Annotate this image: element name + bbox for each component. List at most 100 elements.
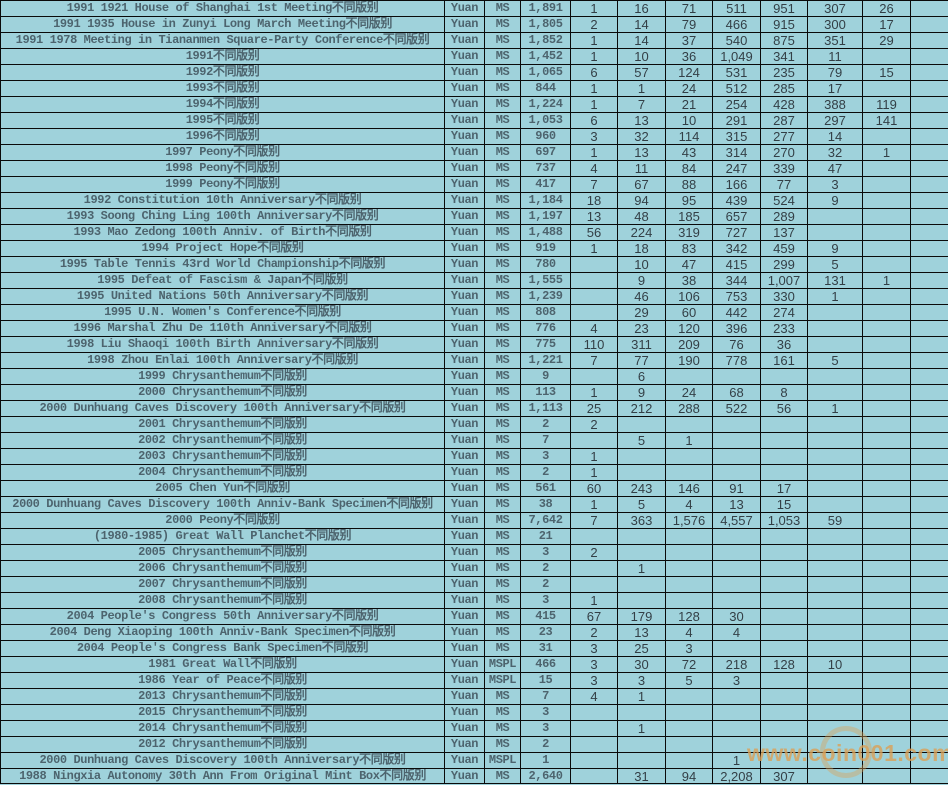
- value-cell[interactable]: [761, 673, 808, 688]
- total-count-cell[interactable]: 113: [521, 385, 571, 400]
- value-cell[interactable]: [808, 369, 863, 384]
- total-count-cell[interactable]: 23: [521, 625, 571, 640]
- value-cell[interactable]: 79: [808, 65, 863, 80]
- total-count-cell[interactable]: 1,239: [521, 289, 571, 304]
- grade-cell[interactable]: MS: [485, 257, 521, 272]
- value-cell[interactable]: 1,007: [761, 273, 808, 288]
- value-cell[interactable]: 11: [618, 161, 666, 176]
- value-cell[interactable]: 4: [666, 625, 713, 640]
- value-cell[interactable]: 30: [713, 609, 761, 624]
- value-cell[interactable]: [808, 545, 863, 560]
- value-cell[interactable]: 233: [761, 321, 808, 336]
- empty-cell[interactable]: [911, 321, 948, 336]
- grade-cell[interactable]: MS: [485, 49, 521, 64]
- unit-cell[interactable]: Yuan: [445, 65, 485, 80]
- value-cell[interactable]: 94: [666, 769, 713, 783]
- value-cell[interactable]: [571, 433, 618, 448]
- value-cell[interactable]: 344: [713, 273, 761, 288]
- value-cell[interactable]: [863, 561, 911, 576]
- value-cell[interactable]: [571, 305, 618, 320]
- unit-cell[interactable]: Yuan: [445, 273, 485, 288]
- value-cell[interactable]: 4: [713, 625, 761, 640]
- total-count-cell[interactable]: 2: [521, 737, 571, 752]
- value-cell[interactable]: 60: [571, 481, 618, 496]
- value-cell[interactable]: [863, 193, 911, 208]
- total-count-cell[interactable]: 1: [521, 753, 571, 768]
- total-count-cell[interactable]: 919: [521, 241, 571, 256]
- value-cell[interactable]: 94: [618, 193, 666, 208]
- value-cell[interactable]: 285: [761, 81, 808, 96]
- description-cell[interactable]: 1993不同版别: [1, 81, 445, 96]
- value-cell[interactable]: [808, 737, 863, 752]
- unit-cell[interactable]: Yuan: [445, 369, 485, 384]
- total-count-cell[interactable]: 960: [521, 129, 571, 144]
- value-cell[interactable]: [713, 705, 761, 720]
- value-cell[interactable]: 166: [713, 177, 761, 192]
- value-cell[interactable]: 311: [618, 337, 666, 352]
- empty-cell[interactable]: [911, 561, 948, 576]
- value-cell[interactable]: [713, 529, 761, 544]
- grade-cell[interactable]: MS: [485, 321, 521, 336]
- value-cell[interactable]: 1: [863, 273, 911, 288]
- grade-cell[interactable]: MS: [485, 305, 521, 320]
- value-cell[interactable]: 10: [666, 113, 713, 128]
- value-cell[interactable]: 442: [713, 305, 761, 320]
- value-cell[interactable]: 5: [666, 673, 713, 688]
- grade-cell[interactable]: MS: [485, 33, 521, 48]
- value-cell[interactable]: 319: [666, 225, 713, 240]
- value-cell[interactable]: 2: [571, 545, 618, 560]
- value-cell[interactable]: [571, 705, 618, 720]
- value-cell[interactable]: 67: [618, 177, 666, 192]
- total-count-cell[interactable]: 775: [521, 337, 571, 352]
- description-cell[interactable]: 1995 Table Tennis 43rd World Championshi…: [1, 257, 445, 272]
- unit-cell[interactable]: Yuan: [445, 97, 485, 112]
- value-cell[interactable]: 428: [761, 97, 808, 112]
- value-cell[interactable]: 1,053: [761, 513, 808, 528]
- value-cell[interactable]: [618, 545, 666, 560]
- value-cell[interactable]: [863, 433, 911, 448]
- value-cell[interactable]: 13: [571, 209, 618, 224]
- value-cell[interactable]: 60: [666, 305, 713, 320]
- description-cell[interactable]: 1986 Year of Peace不同版别: [1, 673, 445, 688]
- description-cell[interactable]: 2012 Chrysanthemum不同版别: [1, 737, 445, 752]
- value-cell[interactable]: 18: [571, 193, 618, 208]
- description-cell[interactable]: 1995 United Nations 50th Anniversary不同版别: [1, 289, 445, 304]
- grade-cell[interactable]: MS: [485, 529, 521, 544]
- grade-cell[interactable]: MS: [485, 497, 521, 512]
- empty-cell[interactable]: [911, 113, 948, 128]
- value-cell[interactable]: 4,557: [713, 513, 761, 528]
- unit-cell[interactable]: Yuan: [445, 49, 485, 64]
- unit-cell[interactable]: Yuan: [445, 465, 485, 480]
- value-cell[interactable]: 915: [761, 17, 808, 32]
- unit-cell[interactable]: Yuan: [445, 385, 485, 400]
- total-count-cell[interactable]: 3: [521, 721, 571, 736]
- value-cell[interactable]: [666, 753, 713, 768]
- empty-cell[interactable]: [911, 657, 948, 672]
- total-count-cell[interactable]: 1,065: [521, 65, 571, 80]
- total-count-cell[interactable]: 808: [521, 305, 571, 320]
- description-cell[interactable]: 1991 1935 House in Zunyi Long March Meet…: [1, 17, 445, 32]
- value-cell[interactable]: [863, 497, 911, 512]
- value-cell[interactable]: [713, 417, 761, 432]
- total-count-cell[interactable]: 1,488: [521, 225, 571, 240]
- value-cell[interactable]: [808, 593, 863, 608]
- value-cell[interactable]: 83: [666, 241, 713, 256]
- empty-cell[interactable]: [911, 689, 948, 704]
- unit-cell[interactable]: Yuan: [445, 577, 485, 592]
- empty-cell[interactable]: [911, 385, 948, 400]
- value-cell[interactable]: 9: [618, 385, 666, 400]
- description-cell[interactable]: 1995 Defeat of Fascism & Japan不同版别: [1, 273, 445, 288]
- grade-cell[interactable]: MS: [485, 177, 521, 192]
- value-cell[interactable]: 1: [618, 689, 666, 704]
- empty-cell[interactable]: [911, 81, 948, 96]
- empty-cell[interactable]: [911, 353, 948, 368]
- value-cell[interactable]: 72: [666, 657, 713, 672]
- value-cell[interactable]: [666, 577, 713, 592]
- grade-cell[interactable]: MS: [485, 481, 521, 496]
- value-cell[interactable]: 875: [761, 33, 808, 48]
- value-cell[interactable]: 288: [666, 401, 713, 416]
- grade-cell[interactable]: MS: [485, 273, 521, 288]
- value-cell[interactable]: [863, 401, 911, 416]
- value-cell[interactable]: 10: [808, 657, 863, 672]
- value-cell[interactable]: [571, 753, 618, 768]
